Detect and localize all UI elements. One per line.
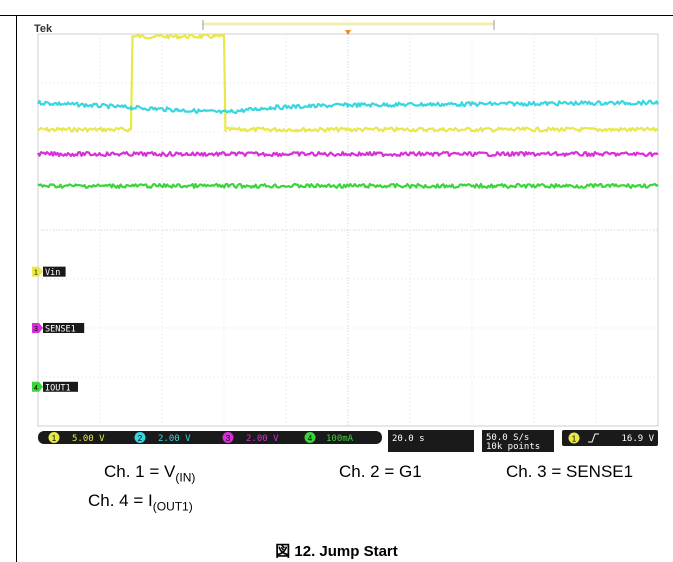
- marker-flag-ch4: [32, 381, 43, 392]
- figure-title: 図 12. Jump Start: [275, 543, 398, 560]
- trace-ch3: [37, 151, 659, 158]
- frame-top-border: [0, 0, 673, 16]
- scale-readout-bar: [38, 431, 382, 444]
- caption-ch2: Ch. 2 = G1: [339, 462, 422, 481]
- status-bar: 1 5.00 V 2 2.00 V 3 2.00 V 4 100mA 20.0 …: [38, 430, 658, 452]
- record-length-label: 10k points: [486, 442, 540, 452]
- rising-edge-icon: [588, 433, 599, 443]
- channel-markers: 1 Vin 3 SENSE1 4 IOUT1: [32, 266, 85, 393]
- caption-ch3: Ch. 3 = SENSE1: [506, 462, 634, 481]
- caption-ch1-sub: (IN): [175, 470, 196, 485]
- caption-ch4-sub: (OUT1): [152, 499, 193, 514]
- ch2-scale-num: 2: [138, 434, 143, 443]
- ch3-scale-dot: [222, 432, 234, 443]
- trigger-channel-num: 1: [572, 435, 577, 444]
- marker-flag-ch3: [32, 323, 43, 333]
- ch3-scale-num: 3: [226, 434, 231, 443]
- caption-ch4: Ch. 4 = I(OUT1): [88, 491, 193, 513]
- marker-num-ch1: 1: [34, 270, 38, 277]
- graticule: [37, 20, 659, 427]
- oscilloscope-screen: Tek 1 Vin 3 SENSE1 4 IOUT1 1 5.00 V 2 2.00 V …: [32, 18, 660, 452]
- ch4-scale-dot: [304, 432, 316, 443]
- screen-background: [32, 18, 660, 452]
- marker-label-ch1: Vin: [45, 268, 60, 278]
- marker-label-ch4: IOUT1: [45, 383, 71, 393]
- frame-left-border: [16, 16, 17, 562]
- ch4-scale-label: 100mA: [326, 434, 354, 444]
- ch1-scale-num: 1: [52, 434, 57, 443]
- ch3-scale-label: 2.00 V: [246, 434, 279, 444]
- caption-ch1-text: Ch. 1 = V: [104, 462, 176, 481]
- timebase-label: 20.0 s: [392, 434, 425, 444]
- trigger-channel-dot: [568, 432, 580, 444]
- marker-num-ch4: 4: [34, 385, 38, 392]
- marker-label-bg-ch1: [43, 266, 66, 277]
- ch2-scale-label: 2.00 V: [158, 434, 191, 444]
- trigger-position-icon: [345, 30, 351, 35]
- acquisition-box: [482, 430, 554, 452]
- marker-label-bg-ch3: [43, 323, 85, 333]
- timebase-box: [388, 430, 474, 452]
- trigger-box: [562, 430, 658, 446]
- caption-ch1: Ch. 1 = V(IN): [104, 462, 195, 484]
- trace-ch2: [37, 99, 659, 115]
- ch1-scale-dot: [48, 432, 60, 443]
- trace-ch4: [37, 182, 659, 189]
- caption-ch4-text: Ch. 4 = I: [88, 491, 153, 510]
- trace-ch1: [37, 33, 659, 133]
- ch1-scale-label: 5.00 V: [72, 434, 105, 444]
- marker-label-ch3: SENSE1: [45, 325, 76, 335]
- brand-label: Tek: [34, 23, 53, 35]
- trigger-level-label: 16.9 V: [621, 434, 654, 444]
- marker-num-ch3: 3: [34, 326, 38, 333]
- ch4-scale-num: 4: [308, 434, 313, 443]
- ch2-scale-dot: [134, 432, 146, 443]
- sample-rate-label: 50.0 S/s: [486, 433, 529, 443]
- marker-label-bg-ch4: [43, 381, 78, 392]
- traces: [37, 33, 659, 189]
- marker-flag-ch1: [32, 266, 43, 277]
